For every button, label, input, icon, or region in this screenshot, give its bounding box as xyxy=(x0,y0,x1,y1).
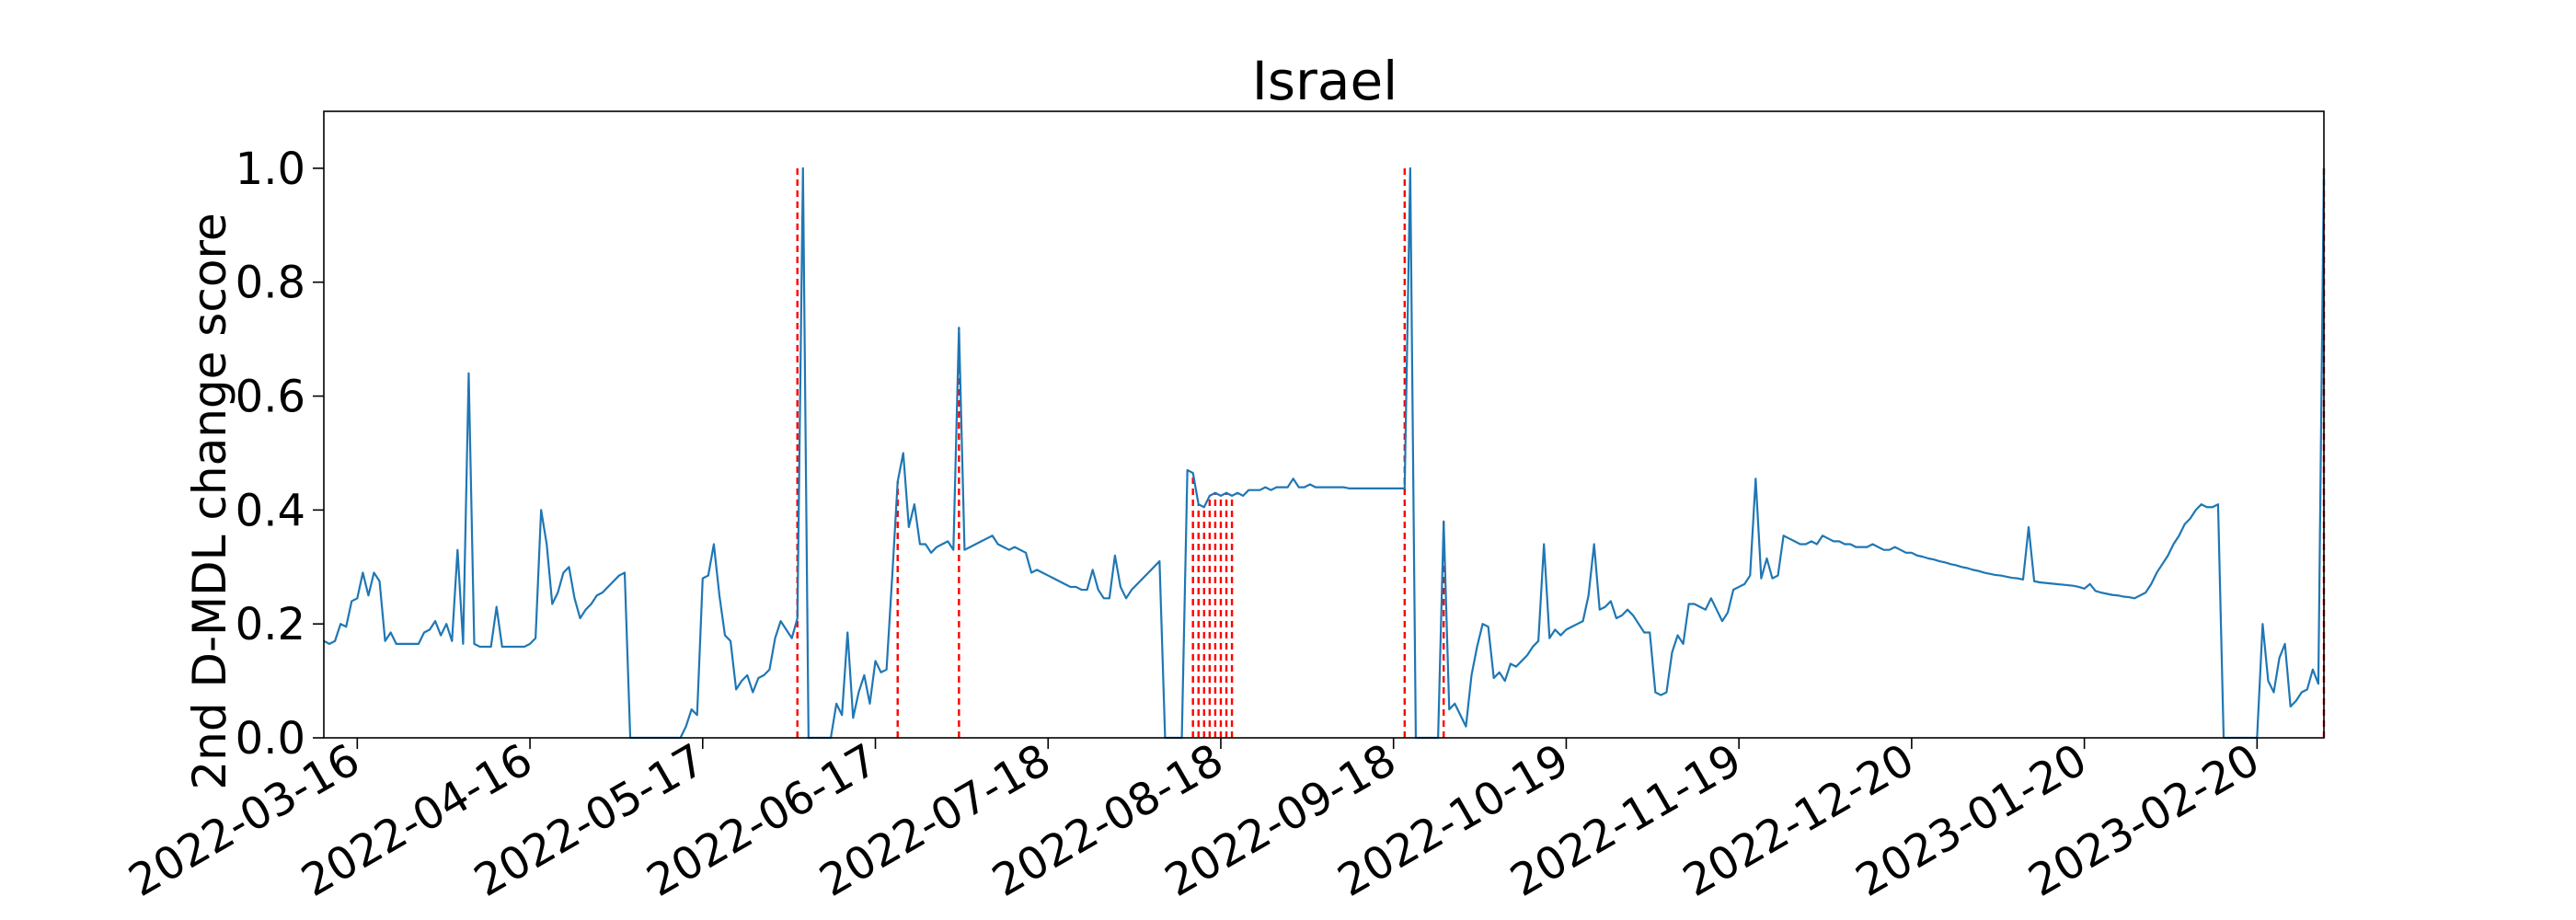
y-tick-label: 0.6 xyxy=(236,372,305,423)
chart-title: Israel xyxy=(1252,50,1398,112)
y-axis: 0.0 0.2 0.4 0.6 0.8 1.0 xyxy=(236,144,324,765)
change-alarm-lines xyxy=(796,167,2326,738)
series-line-0 xyxy=(323,167,2326,740)
plot-frame xyxy=(323,110,2325,739)
y-tick-label: 0.2 xyxy=(236,599,305,650)
y-tick-label: 0.0 xyxy=(236,713,305,765)
y-tick-label: 0.4 xyxy=(236,485,305,536)
series-group xyxy=(323,167,2326,740)
x-axis: 2022-03-162022-04-162022-05-172022-06-17… xyxy=(121,734,2269,907)
y-axis-label: 2nd D-MDL change score xyxy=(183,213,236,789)
y-tick-label: 0.8 xyxy=(236,258,305,309)
y-tick-label: 1.0 xyxy=(236,144,305,195)
